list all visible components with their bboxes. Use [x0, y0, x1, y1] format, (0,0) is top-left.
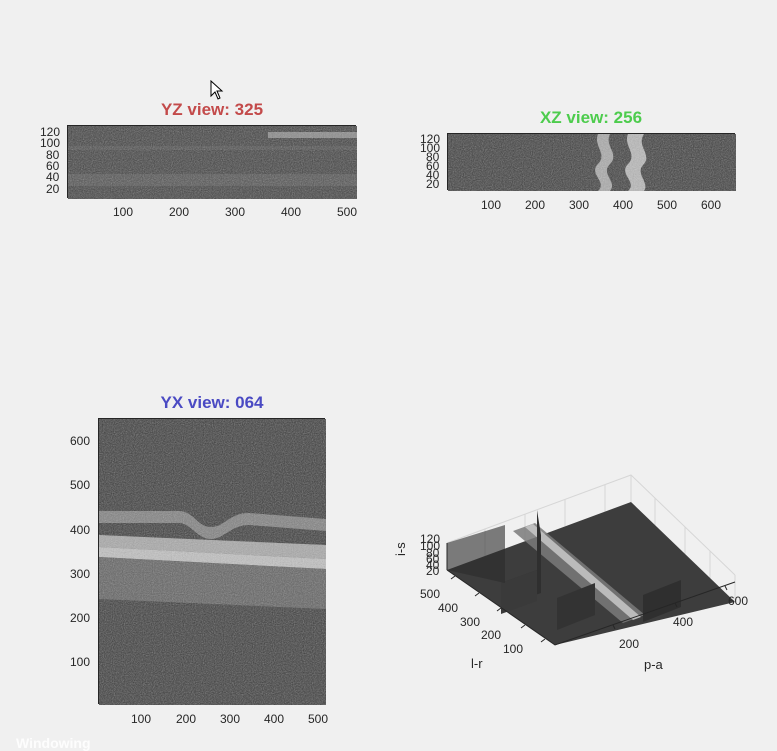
- yz-ytick: 20: [46, 182, 59, 196]
- xz-xtick: 100: [481, 198, 501, 212]
- xz-xtick: 400: [613, 198, 633, 212]
- yz-xtick: 500: [337, 205, 357, 219]
- vol-y-label: l-r: [471, 656, 483, 671]
- yx-xtick: 200: [176, 712, 196, 726]
- yx-ytick: 300: [70, 567, 90, 581]
- vol-lrtick: 300: [460, 615, 480, 629]
- vol-lrtick: 100: [503, 642, 523, 656]
- vol-patick: 600: [728, 594, 748, 608]
- xz-xtick: 600: [701, 198, 721, 212]
- vol-patick: 200: [619, 637, 639, 651]
- yz-xtick: 300: [225, 205, 245, 219]
- xz-xtick: 200: [525, 198, 545, 212]
- xz-view-image[interactable]: [447, 133, 735, 190]
- volume-3d-view[interactable]: [395, 465, 755, 695]
- vol-x-label: p-a: [644, 657, 663, 672]
- xz-ytick: 20: [426, 177, 439, 191]
- yx-view-title: YX view: 064: [112, 393, 312, 413]
- yx-view-image[interactable]: [98, 418, 325, 704]
- yx-xtick: 500: [308, 712, 328, 726]
- vol-ztick: 20: [426, 564, 439, 578]
- yx-xtick: 300: [220, 712, 240, 726]
- yx-ytick: 400: [70, 523, 90, 537]
- yz-view-image[interactable]: [67, 125, 356, 198]
- yz-xtick: 400: [281, 205, 301, 219]
- xz-view-title: XZ view: 256: [491, 108, 691, 128]
- yx-xtick: 100: [131, 712, 151, 726]
- mouse-pointer-icon: [210, 80, 224, 100]
- yz-view-title: YZ view: 325: [112, 100, 312, 120]
- yx-ytick: 100: [70, 655, 90, 669]
- yz-xtick: 200: [169, 205, 189, 219]
- yx-ytick: 600: [70, 434, 90, 448]
- vol-lrtick: 200: [481, 628, 501, 642]
- yx-ytick: 500: [70, 478, 90, 492]
- xz-xtick: 500: [657, 198, 677, 212]
- yx-ytick: 200: [70, 611, 90, 625]
- yz-xtick: 100: [113, 205, 133, 219]
- yx-xtick: 400: [264, 712, 284, 726]
- xz-xtick: 300: [569, 198, 589, 212]
- vol-lrtick: 500: [420, 587, 440, 601]
- vol-z-label: i-s: [393, 542, 408, 556]
- vol-patick: 400: [673, 615, 693, 629]
- vol-lrtick: 400: [438, 601, 458, 615]
